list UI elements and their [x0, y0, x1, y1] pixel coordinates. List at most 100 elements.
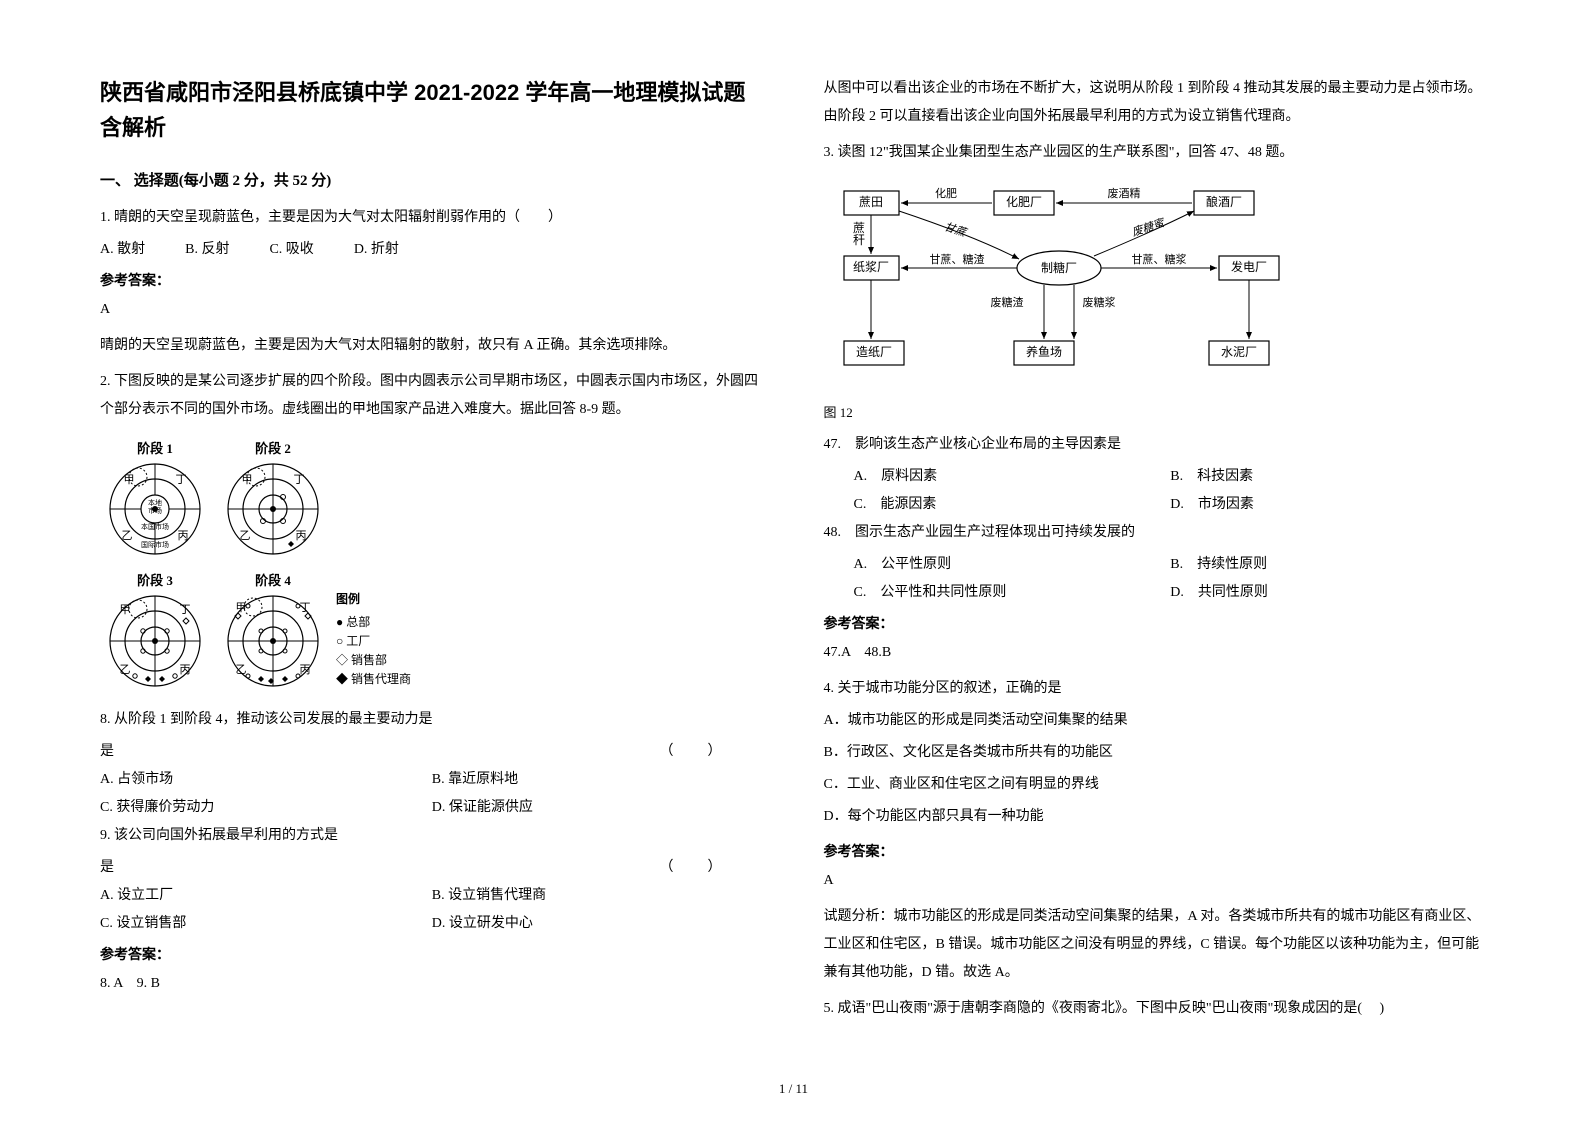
q8-opt-c: C. 获得廉价劳动力 — [100, 794, 432, 822]
svg-text:市场: 市场 — [148, 506, 162, 515]
q48-opt-a: A. 公平性原则 — [854, 551, 1171, 579]
legend-title: 图例 — [336, 590, 416, 609]
svg-text:酿酒厂: 酿酒厂 — [1205, 194, 1241, 209]
legend-agent: ◆ 销售代理商 — [336, 670, 416, 689]
svg-text:丙: 丙 — [180, 664, 191, 676]
q1-answer-label: 参考答案： — [100, 270, 764, 290]
stage-4-label: 阶段 4 — [218, 570, 328, 589]
q1-opt-b: B. 反射 — [185, 236, 229, 264]
legend-sales: ◇ 销售部 — [336, 651, 416, 670]
q48-text: 48. 图示生态产业园生产过程体现出可持续发展的 — [824, 519, 1488, 547]
q4-opt-d: D．每个功能区内部只具有一种功能 — [824, 803, 1488, 831]
figure-caption: 图 12 — [824, 402, 1488, 421]
stage-1: 阶段 1 甲 丁 乙 丙 本地 市场 本国市场 — [100, 438, 210, 564]
q9-filler: 是 — [100, 854, 114, 882]
q1-text: 1. 晴朗的天空呈现蔚蓝色，主要是因为大气对太阳辐射削弱作用的（ ） — [100, 204, 764, 232]
q48-opt-d: D. 共同性原则 — [1170, 579, 1487, 607]
svg-text:纸浆厂: 纸浆厂 — [852, 259, 888, 274]
q4-opt-a: A．城市功能区的形成是同类活动空间集聚的结果 — [824, 707, 1488, 735]
q8-opt-b: B. 靠近原料地 — [432, 766, 764, 794]
q9-opt-c: C. 设立销售部 — [100, 910, 432, 938]
stage-4: 阶段 4 — [218, 570, 328, 696]
svg-text:国际市场: 国际市场 — [141, 540, 169, 549]
q8-opt-a: A. 占领市场 — [100, 766, 432, 794]
legend-factory: ○ 工厂 — [336, 632, 416, 651]
q9-options: A. 设立工厂B. 设立销售代理商 C. 设立销售部D. 设立研发中心 — [100, 882, 764, 938]
stage-3-label: 阶段 3 — [100, 570, 210, 589]
q47-opt-a: A. 原料因素 — [854, 463, 1171, 491]
col2-intro: 从图中可以看出该企业的市场在不断扩大，这说明从阶段 1 到阶段 4 推动其发展的… — [824, 75, 1488, 131]
stage-2-label: 阶段 2 — [218, 438, 328, 457]
svg-text:废糖蜜: 废糖蜜 — [1130, 216, 1167, 239]
q4-opt-c: C．工业、商业区和住宅区之间有明显的界线 — [824, 771, 1488, 799]
svg-text:发电厂: 发电厂 — [1230, 259, 1266, 274]
q9-opt-b: B. 设立销售代理商 — [432, 882, 764, 910]
svg-text:甘蔗: 甘蔗 — [942, 220, 969, 240]
q4-explanation: 试题分析：城市功能区的形成是同类活动空间集聚的结果，A 对。各类城市所共有的城市… — [824, 903, 1488, 987]
stage-2: 阶段 2 甲 丁 乙 丙 — [218, 438, 328, 564]
svg-text:水泥厂: 水泥厂 — [1220, 345, 1256, 359]
svg-text:乙: 乙 — [122, 529, 133, 542]
q1-opt-c: C. 吸收 — [269, 236, 313, 264]
q48-options: A. 公平性原则B. 持续性原则 C. 公平性和共同性原则D. 共同性原则 — [824, 551, 1488, 607]
stage-3: 阶段 3 甲 — [100, 570, 210, 696]
svg-text:化肥厂: 化肥厂 — [1005, 195, 1041, 209]
q5-text: 5. 成语"巴山夜雨"源于唐朝李商隐的《夜雨寄北》。下图中反映"巴山夜雨"现象成… — [824, 995, 1488, 1023]
svg-text:废糖渣: 废糖渣 — [990, 295, 1023, 309]
q47-opt-d: D. 市场因素 — [1170, 491, 1487, 519]
stage-4-svg: 甲 丁 乙 丙 — [223, 591, 323, 691]
q47-opt-b: B. 科技因素 — [1170, 463, 1487, 491]
flow-svg: 蔗田 化肥厂 酿酒厂 纸浆厂 制糖厂 发电厂 造纸厂 养鱼场 水泥厂 蔗 秆 化… — [824, 181, 1304, 381]
q8-opt-d: D. 保证能源供应 — [432, 794, 764, 822]
q2-intro: 2. 下图反映的是某公司逐步扩展的四个阶段。图中内圆表示公司早期市场区，中圆表示… — [100, 368, 764, 424]
svg-text:化肥: 化肥 — [935, 186, 957, 200]
svg-text:丙: 丙 — [300, 664, 311, 676]
right-column: 从图中可以看出该企业的市场在不断扩大，这说明从阶段 1 到阶段 4 推动其发展的… — [824, 75, 1488, 1035]
page-title: 陕西省咸阳市泾阳县桥底镇中学 2021-2022 学年高一地理模拟试题含解析 — [100, 75, 764, 145]
svg-text:秆: 秆 — [852, 233, 864, 247]
svg-text:造纸厂: 造纸厂 — [855, 345, 891, 359]
svg-text:甘蔗、糖渣: 甘蔗、糖渣 — [929, 252, 984, 266]
svg-text:本国市场: 本国市场 — [141, 522, 169, 531]
q4-opt-b: B．行政区、文化区是各类城市所共有的功能区 — [824, 739, 1488, 767]
svg-text:甘蔗、糖浆: 甘蔗、糖浆 — [1131, 252, 1186, 266]
q48-opt-b: B. 持续性原则 — [1170, 551, 1487, 579]
svg-text:本地: 本地 — [148, 498, 162, 507]
q3-answer-label: 参考答案： — [824, 613, 1488, 633]
q9-paren: （ ） — [660, 854, 724, 882]
flow-diagram: 蔗田 化肥厂 酿酒厂 纸浆厂 制糖厂 发电厂 造纸厂 养鱼场 水泥厂 蔗 秆 化… — [824, 181, 1488, 386]
q9-opt-a: A. 设立工厂 — [100, 882, 432, 910]
q47-text: 47. 影响该生态产业核心企业布局的主导因素是 — [824, 431, 1488, 459]
q1-opt-d: D. 折射 — [354, 236, 399, 264]
svg-text:丁: 丁 — [294, 474, 305, 486]
q4-answer: A — [824, 867, 1488, 895]
stage-1-label: 阶段 1 — [100, 438, 210, 457]
q1-options: A. 散射 B. 反射 C. 吸收 D. 折射 — [100, 236, 764, 264]
q8-filler: 是 — [100, 738, 114, 766]
q8-paren: （ ） — [660, 738, 724, 766]
page-footer: 1 / 11 — [0, 1081, 1587, 1097]
q47-opt-c: C. 能源因素 — [854, 491, 1171, 519]
q8-options: A. 占领市场B. 靠近原料地 C. 获得廉价劳动力D. 保证能源供应 — [100, 766, 764, 822]
svg-text:丁: 丁 — [176, 474, 187, 486]
q2-answer: 8. A 9. B — [100, 970, 764, 998]
q47-options: A. 原料因素B. 科技因素 C. 能源因素D. 市场因素 — [824, 463, 1488, 519]
q1-opt-a: A. 散射 — [100, 236, 145, 264]
stage-1-svg: 甲 丁 乙 丙 本地 市场 本国市场 国际市场 — [105, 459, 205, 559]
svg-text:丁: 丁 — [180, 604, 191, 616]
q4-answer-label: 参考答案： — [824, 841, 1488, 861]
q9-opt-d: D. 设立研发中心 — [432, 910, 764, 938]
svg-text:养鱼场: 养鱼场 — [1025, 344, 1061, 359]
svg-text:废糖浆: 废糖浆 — [1082, 295, 1115, 309]
diagram-legend: 图例 ● 总部 ○ 工厂 ◇ 销售部 ◆ 销售代理商 — [336, 570, 416, 696]
stage-2-svg: 甲 丁 乙 丙 — [223, 459, 323, 559]
left-column: 陕西省咸阳市泾阳县桥底镇中学 2021-2022 学年高一地理模拟试题含解析 一… — [100, 75, 764, 1035]
q48-opt-c: C. 公平性和共同性原则 — [854, 579, 1171, 607]
svg-text:丙: 丙 — [296, 530, 307, 542]
svg-text:乙: 乙 — [240, 529, 251, 542]
stage-diagrams: 阶段 1 甲 丁 乙 丙 本地 市场 本国市场 — [100, 438, 764, 696]
svg-text:甲: 甲 — [120, 604, 131, 616]
q4-text: 4. 关于城市功能分区的叙述，正确的是 — [824, 675, 1488, 703]
svg-text:丁: 丁 — [300, 602, 311, 614]
q3-intro: 3. 读图 12"我国某企业集团型生态产业园区的生产联系图"，回答 47、48 … — [824, 139, 1488, 167]
